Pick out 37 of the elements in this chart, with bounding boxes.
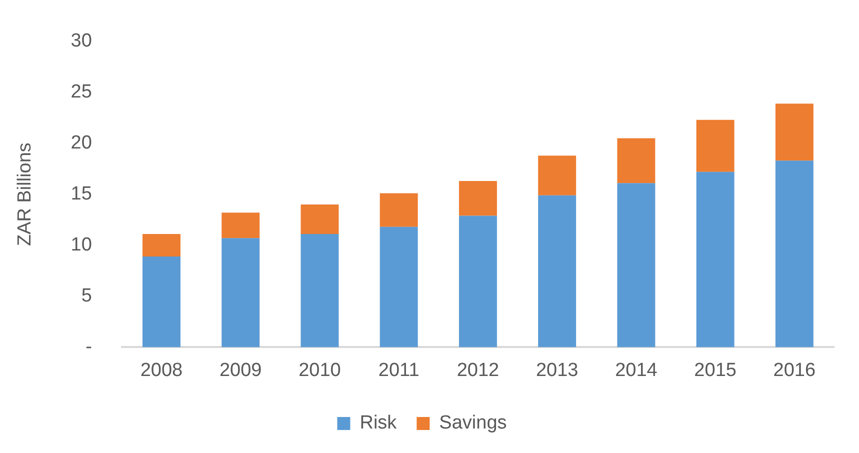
bar (696, 120, 734, 172)
bar (300, 204, 339, 234)
x-tick-label: 2013 (536, 360, 578, 381)
bar (775, 104, 814, 161)
x-tick-label: 2014 (615, 360, 658, 381)
y-axis-title: ZAR Billions (14, 142, 36, 246)
y-tick-label: 30 (70, 30, 92, 52)
bar (380, 193, 418, 227)
bar (617, 183, 656, 348)
y-tick-label: 10 (70, 234, 92, 256)
bar (538, 195, 576, 348)
bar (458, 181, 497, 216)
x-tick-label: 2016 (773, 360, 816, 381)
bar (696, 172, 734, 348)
x-tick-label: 2012 (456, 360, 500, 381)
x-tick-label: 2011 (378, 360, 420, 381)
legend-label: Risk (360, 412, 398, 434)
x-tick-label: 2008 (140, 360, 183, 381)
bar (300, 234, 339, 348)
x-tick-label: 2010 (298, 360, 341, 381)
bar (617, 138, 656, 184)
bar (380, 226, 418, 348)
bar (222, 212, 260, 238)
y-tick-label: 20 (70, 132, 92, 154)
bar (222, 238, 260, 348)
bar (775, 160, 814, 348)
x-tick-label: 2009 (219, 360, 262, 381)
y-tick-label: 5 (81, 285, 92, 306)
bar (538, 156, 576, 196)
bar (142, 234, 180, 256)
y-tick-label: 25 (70, 82, 92, 103)
legend-label: Savings (439, 412, 507, 434)
y-tick-label: 15 (70, 184, 92, 205)
y-tick-label: - (86, 336, 92, 358)
bar (458, 216, 497, 348)
x-tick-label: 2015 (694, 360, 736, 381)
bar (142, 256, 180, 348)
